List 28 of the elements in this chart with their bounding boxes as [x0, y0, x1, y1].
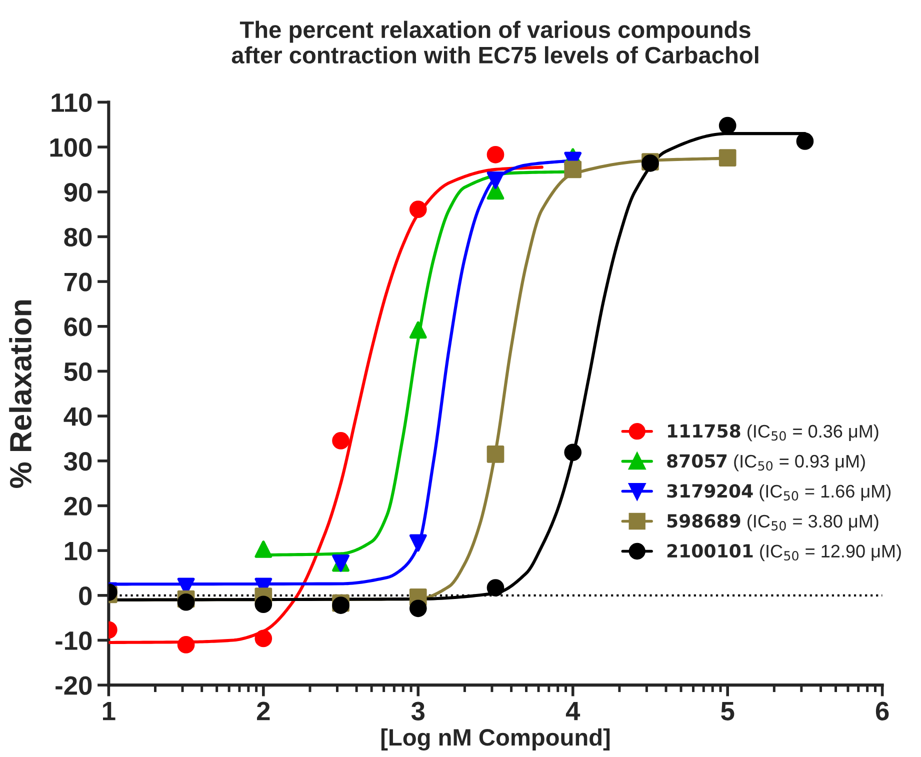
y-tick-label: 30 — [64, 452, 92, 471]
legend-label: 111758 (IC$_{50}$ = 0.36 μM) — [668, 424, 878, 442]
y-tick-label: -20 — [56, 676, 92, 695]
x-tick-label: 2 — [256, 702, 270, 720]
y-tick-label: 40 — [64, 407, 92, 426]
y-tick-label: 60 — [64, 318, 92, 336]
y-tick-label: -10 — [56, 631, 92, 650]
y-tick-label: 110 — [52, 93, 92, 112]
y-tick-label: 0 — [79, 586, 92, 606]
x-axis-title: [Log nM Compound] — [381, 728, 610, 751]
y-tick-label: 90 — [64, 183, 92, 202]
y-tick-label: 50 — [64, 362, 92, 382]
y-tick-label: 80 — [64, 228, 92, 247]
y-tick-label: 20 — [64, 496, 92, 516]
x-tick-label: 6 — [876, 702, 889, 720]
legend-label: 3179204 (IC$_{50}$ = 1.66 μM) — [667, 484, 891, 502]
legend-label: 598689 (IC$_{50}$ = 3.80 μM) — [667, 514, 878, 532]
x-tick-label: 1 — [103, 702, 116, 720]
x-tick-label: 4 — [566, 702, 580, 720]
y-tick-label: 70 — [64, 272, 92, 292]
y-tick-label: 100 — [50, 138, 92, 157]
chart-title: The percent relaxation of various compounds after contraction with EC75 levels of Carbachol — [232, 20, 758, 64]
legend-label: 87057 (IC$_{50}$ = 0.93 μM) — [667, 454, 865, 472]
x-tick-label: 3 — [411, 702, 425, 720]
y-tick-label: 10 — [65, 542, 92, 560]
legend-label: 2100101 (IC$_{50}$ = 12.90 μM) — [667, 544, 901, 562]
x-tick-label: 5 — [721, 702, 734, 720]
y-axis-title: % Relaxation — [9, 300, 32, 488]
